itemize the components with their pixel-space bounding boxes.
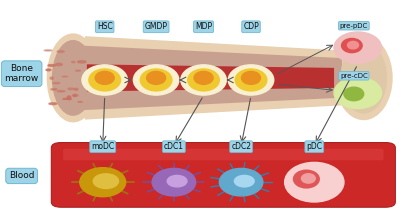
Ellipse shape bbox=[48, 64, 55, 66]
Ellipse shape bbox=[194, 71, 213, 84]
Ellipse shape bbox=[93, 174, 118, 189]
Ellipse shape bbox=[72, 94, 78, 96]
Ellipse shape bbox=[47, 34, 99, 122]
Ellipse shape bbox=[51, 89, 57, 90]
Polygon shape bbox=[87, 64, 334, 91]
Ellipse shape bbox=[57, 91, 65, 92]
Ellipse shape bbox=[49, 103, 57, 105]
Ellipse shape bbox=[57, 51, 64, 52]
Ellipse shape bbox=[167, 175, 187, 187]
Ellipse shape bbox=[228, 65, 274, 95]
Ellipse shape bbox=[334, 32, 382, 63]
Text: cDC1: cDC1 bbox=[164, 142, 184, 151]
Ellipse shape bbox=[242, 71, 260, 84]
Polygon shape bbox=[81, 46, 342, 110]
Ellipse shape bbox=[341, 43, 386, 113]
Ellipse shape bbox=[342, 38, 362, 53]
Ellipse shape bbox=[234, 175, 254, 187]
Ellipse shape bbox=[52, 83, 60, 84]
Ellipse shape bbox=[44, 50, 52, 51]
Text: HSC: HSC bbox=[97, 22, 112, 31]
Ellipse shape bbox=[82, 65, 128, 95]
Text: pre-cDC: pre-cDC bbox=[340, 73, 368, 79]
Text: Bone
marrow: Bone marrow bbox=[4, 64, 39, 83]
Ellipse shape bbox=[219, 168, 263, 196]
Ellipse shape bbox=[80, 168, 126, 197]
Ellipse shape bbox=[285, 162, 344, 202]
Text: MDP: MDP bbox=[195, 22, 212, 31]
Ellipse shape bbox=[63, 98, 70, 99]
Ellipse shape bbox=[89, 69, 120, 91]
Ellipse shape bbox=[62, 76, 68, 77]
Ellipse shape bbox=[334, 77, 382, 109]
Ellipse shape bbox=[76, 70, 80, 71]
Ellipse shape bbox=[140, 69, 172, 91]
Ellipse shape bbox=[188, 69, 219, 91]
FancyBboxPatch shape bbox=[51, 143, 395, 207]
Ellipse shape bbox=[95, 71, 114, 84]
Polygon shape bbox=[85, 36, 348, 120]
Ellipse shape bbox=[344, 87, 364, 101]
Ellipse shape bbox=[50, 77, 53, 79]
Text: CDP: CDP bbox=[243, 22, 259, 31]
Ellipse shape bbox=[56, 63, 62, 66]
Ellipse shape bbox=[302, 174, 315, 183]
Text: Blood: Blood bbox=[9, 171, 34, 180]
Ellipse shape bbox=[336, 36, 392, 119]
Text: pDC: pDC bbox=[306, 142, 322, 151]
Ellipse shape bbox=[73, 94, 76, 97]
Ellipse shape bbox=[78, 101, 82, 102]
Ellipse shape bbox=[52, 41, 94, 115]
Text: GMDP: GMDP bbox=[145, 22, 168, 31]
Ellipse shape bbox=[67, 98, 72, 100]
Ellipse shape bbox=[294, 170, 319, 188]
Ellipse shape bbox=[181, 65, 226, 95]
Ellipse shape bbox=[152, 168, 196, 196]
Text: cDC2: cDC2 bbox=[231, 142, 251, 151]
Ellipse shape bbox=[72, 61, 75, 63]
Ellipse shape bbox=[46, 69, 51, 71]
Text: moDC: moDC bbox=[91, 142, 114, 151]
Ellipse shape bbox=[133, 65, 179, 95]
Ellipse shape bbox=[235, 69, 267, 91]
Ellipse shape bbox=[348, 41, 358, 49]
Ellipse shape bbox=[147, 71, 166, 84]
Ellipse shape bbox=[67, 96, 71, 98]
Ellipse shape bbox=[68, 88, 74, 90]
FancyBboxPatch shape bbox=[63, 149, 384, 160]
Ellipse shape bbox=[78, 61, 86, 63]
Ellipse shape bbox=[74, 88, 78, 90]
Text: pre-pDC: pre-pDC bbox=[340, 23, 368, 29]
